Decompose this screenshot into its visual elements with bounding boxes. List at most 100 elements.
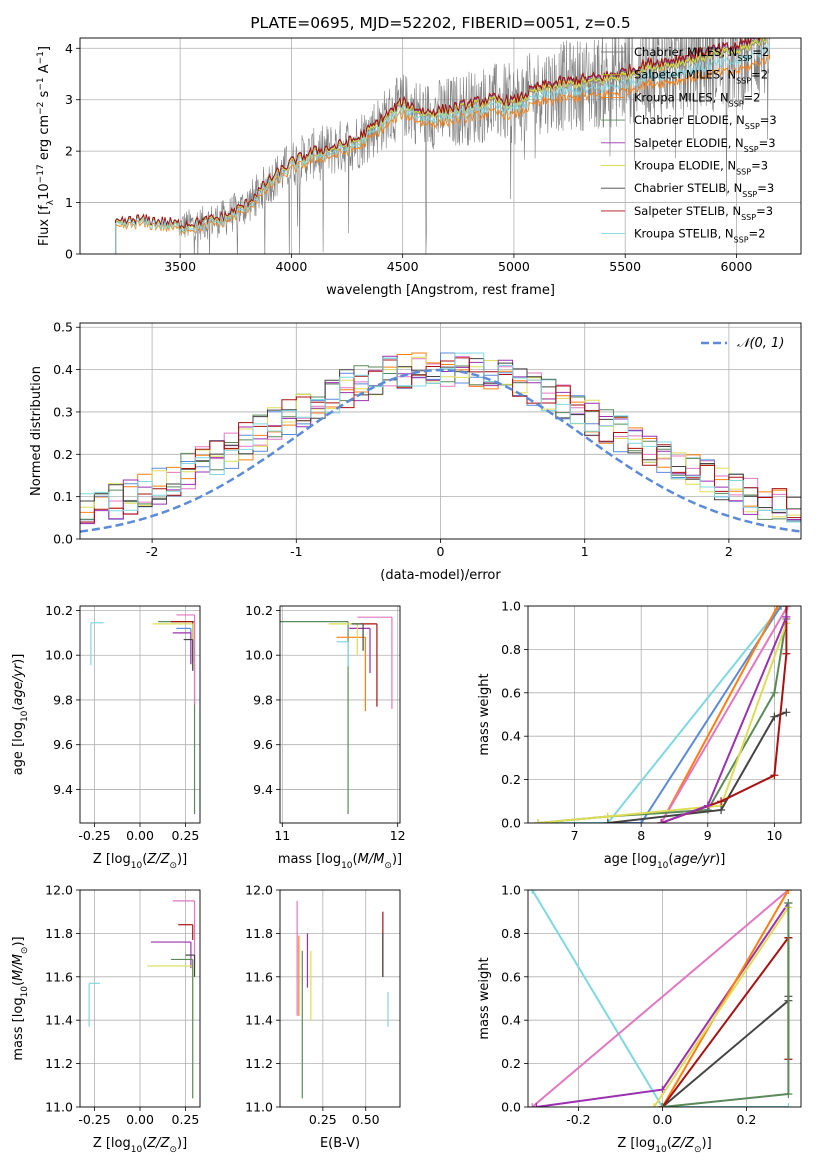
label-part: Z/Z (671, 1136, 695, 1151)
x-axis-label: age [log10(age/yr)] (604, 852, 726, 871)
cumulative-weight-marker (637, 819, 646, 823)
cumulative-weight-line (537, 623, 788, 823)
cumulative-weight-marker (782, 649, 791, 658)
y-tick-label: 11.4 (45, 1013, 73, 1028)
axes-spectrum: 3500 4000 4500 5000 5500 6000 0 1 2 3 4 PLATE=0695,… (36, 14, 802, 298)
y-tick-label: 0.8 (501, 642, 521, 657)
label-part: Z [log (93, 1136, 131, 1151)
x-tick-label: 12 (390, 828, 406, 843)
legend-label: Kroupa ELODIE, NSSP=3 (634, 159, 768, 177)
label-part: Z [log (617, 1136, 655, 1151)
label-part: M/M (358, 852, 385, 867)
cumulative-weight-marker (782, 612, 791, 621)
axes-age_vs_Z: -0.25 0.00 0.259.49.69.810.010.2Z [log10(Z… (11, 603, 201, 871)
x-tick-label: -2 (146, 544, 158, 559)
y-tick-label: 4 (65, 41, 73, 56)
x-tick-label: 0.25 (172, 1112, 200, 1127)
legend-text: Kroupa ELODIE, N (634, 159, 736, 173)
cumulative-weight-line (661, 996, 790, 1107)
plot-area (80, 606, 200, 823)
cumulative-weight-marker (784, 1103, 793, 1107)
label-part: 10 (37, 183, 52, 200)
label-part: ( (353, 852, 358, 867)
y-tick-label: 11.4 (245, 1013, 273, 1028)
label-part: −17 (36, 164, 46, 183)
axes-mass_vs_ebv: 0.25 0.50 11.0 11.2 11.4 11.6 11.8 12.0 E(B-V) (245, 883, 401, 1151)
cumulative-weight-marker (533, 819, 542, 823)
x-tick-label: 0.00 (126, 828, 154, 843)
legend-label: 𝒩(0, 1) (737, 336, 784, 351)
cumulative-weight-line (538, 606, 782, 823)
x-tick-label: 2 (725, 544, 733, 559)
cumulative-weight-marker (784, 899, 793, 908)
cumulative-weight-marker (784, 1089, 793, 1098)
label-part: )] (177, 1136, 187, 1151)
x-tick-label: -0.25 (78, 828, 110, 843)
y-tick-label: 0.6 (501, 685, 521, 700)
cumulative-weight-line (607, 606, 782, 823)
label-part: ⊙ (169, 1145, 177, 1155)
cumulative-weight-marker (717, 797, 726, 806)
legend-label: Kroupa STELIB, NSSP=2 (634, 227, 765, 245)
legend-sub: SSP (741, 212, 756, 221)
y-tick-label: 0.5 (53, 320, 73, 335)
x-tick-label: 8 (637, 828, 645, 843)
gaussian-reference (80, 368, 801, 533)
label-part: −1 (36, 77, 46, 90)
x-tick-label: 0.25 (172, 828, 200, 843)
x-tick-label: 6000 (721, 259, 753, 274)
x-tick-label: 0.50 (352, 1112, 380, 1127)
y-tick-label: 1.0 (501, 883, 521, 898)
legend-text: =3 (756, 204, 773, 218)
label-part: M/M (11, 954, 26, 981)
axes-frame (79, 322, 802, 540)
x-axis-label: (data-model)/error (380, 568, 501, 583)
y-axis-label: Flux [fλ10−17 erg cm−2 s−1 A−1] (36, 46, 56, 246)
label-part: (data-model)/error (380, 568, 501, 583)
label-part: Z [log (93, 852, 131, 867)
legend-label: Kroupa MILES, NSSP=2 (634, 90, 760, 108)
label-part: −2 (36, 102, 46, 115)
y-axis-label: Normed distribution (29, 366, 44, 496)
label-part: 10 (131, 861, 143, 871)
y-tick-label: 11.8 (245, 926, 273, 941)
cumulative-weight-marker (777, 606, 786, 610)
cumulative-weight-line (531, 890, 790, 1107)
legend-text: Kroupa MILES, N (634, 90, 729, 104)
label-part: mass [log (278, 852, 341, 867)
cumulative-weight-marker (650, 1103, 658, 1107)
legend-label: Chabrier MILES, NSSP=2 (634, 45, 769, 63)
y-tick-label: 11.6 (45, 969, 73, 984)
x-tick-label: 9 (704, 828, 712, 843)
y-axis-label: age [log10(age/yr)] (11, 654, 30, 776)
axes-frame (279, 605, 401, 824)
legend-sub: SSP (729, 99, 744, 108)
y-tick-label: 9.8 (53, 692, 73, 707)
label-part: mass weight (477, 957, 492, 1039)
cumulative-weight-line (660, 606, 789, 823)
label-part: A (37, 64, 52, 77)
y-tick-label: 11.6 (245, 969, 273, 984)
model-spectrum-kroupa_miles (115, 54, 771, 254)
legend-text: Salpeter MILES, N (634, 68, 736, 82)
legend-text: =2 (749, 227, 766, 241)
label-part: Normed distribution (29, 366, 44, 496)
cumulative-weight-marker (783, 606, 792, 610)
label-part: 10 (20, 710, 30, 722)
y-tick-label: 0.6 (501, 969, 521, 984)
legend-label: Salpeter STELIB, NSSP=3 (634, 204, 773, 222)
x-axis-label: wavelength [Angstrom, rest frame] (326, 283, 555, 298)
legend-text: Salpeter ELODIE, N (634, 136, 744, 150)
plot-area (80, 890, 200, 1107)
legend-text: =3 (759, 136, 776, 150)
cumulative-weight-marker (770, 712, 779, 721)
label-part: )] (177, 852, 187, 867)
axes-frame (279, 889, 401, 1108)
x-tick-label: 0.0 (652, 1112, 672, 1127)
y-tick-label: 0.2 (501, 1056, 521, 1071)
cumulative-weight-line (661, 934, 790, 1107)
legend-text: Salpeter STELIB, N (634, 204, 741, 218)
legend-sub: SSP (737, 54, 752, 63)
y-tick-label: 2 (65, 144, 73, 159)
legend-sub: SSP (745, 122, 760, 131)
